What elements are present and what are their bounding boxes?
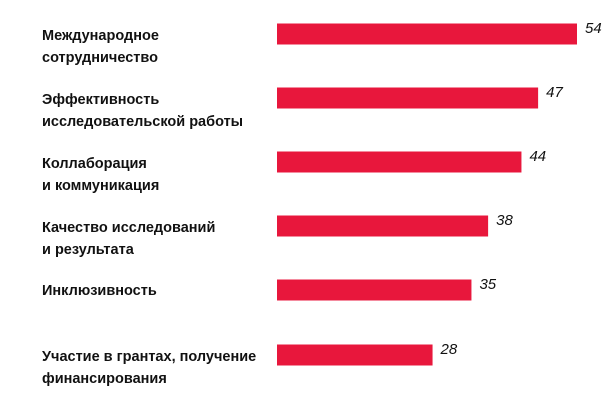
value-label-5: 28 <box>440 341 458 358</box>
category-label-3-line-0: Качество исследований <box>42 220 215 236</box>
category-label-5: Участие в грантах, получение финансирован… <box>42 349 256 387</box>
category-label-2: Коллаборация и коммуникация <box>42 156 159 194</box>
category-label-2-line-0: Коллаборация <box>42 156 147 172</box>
value-label-0: 54 <box>585 20 602 37</box>
bar-4 <box>277 279 472 301</box>
category-label-2-line-1: и коммуникация <box>42 178 159 194</box>
value-label-2: 44 <box>529 148 546 165</box>
bar-1 <box>277 87 539 109</box>
bar-5 <box>277 344 433 366</box>
category-label-4: Инклюзивность <box>42 283 157 299</box>
category-label-3: Качество исследований и результата <box>42 220 215 258</box>
value-label-3: 38 <box>496 212 513 229</box>
category-label-0: Международное сотрудничество <box>42 28 159 66</box>
category-label-1-line-0: Эффективность <box>42 92 159 108</box>
category-label-1-line-1: исследовательской работы <box>42 114 243 130</box>
category-label-1: Эффективность исследовательской работы <box>42 92 243 130</box>
bar-0 <box>277 23 577 45</box>
bar-2 <box>277 151 522 173</box>
category-label-5-line-0: Участие в грантах, получение <box>42 349 256 365</box>
category-label-0-line-0: Международное <box>42 28 159 44</box>
value-label-4: 35 <box>479 276 496 293</box>
category-label-4-line-0: Инклюзивность <box>42 283 157 299</box>
category-label-3-line-1: и результата <box>42 242 135 258</box>
category-label-0-line-1: сотрудничество <box>42 50 158 66</box>
category-label-5-line-1: финансирования <box>42 371 167 387</box>
value-label-1: 47 <box>546 84 563 101</box>
bar-3 <box>277 215 489 237</box>
